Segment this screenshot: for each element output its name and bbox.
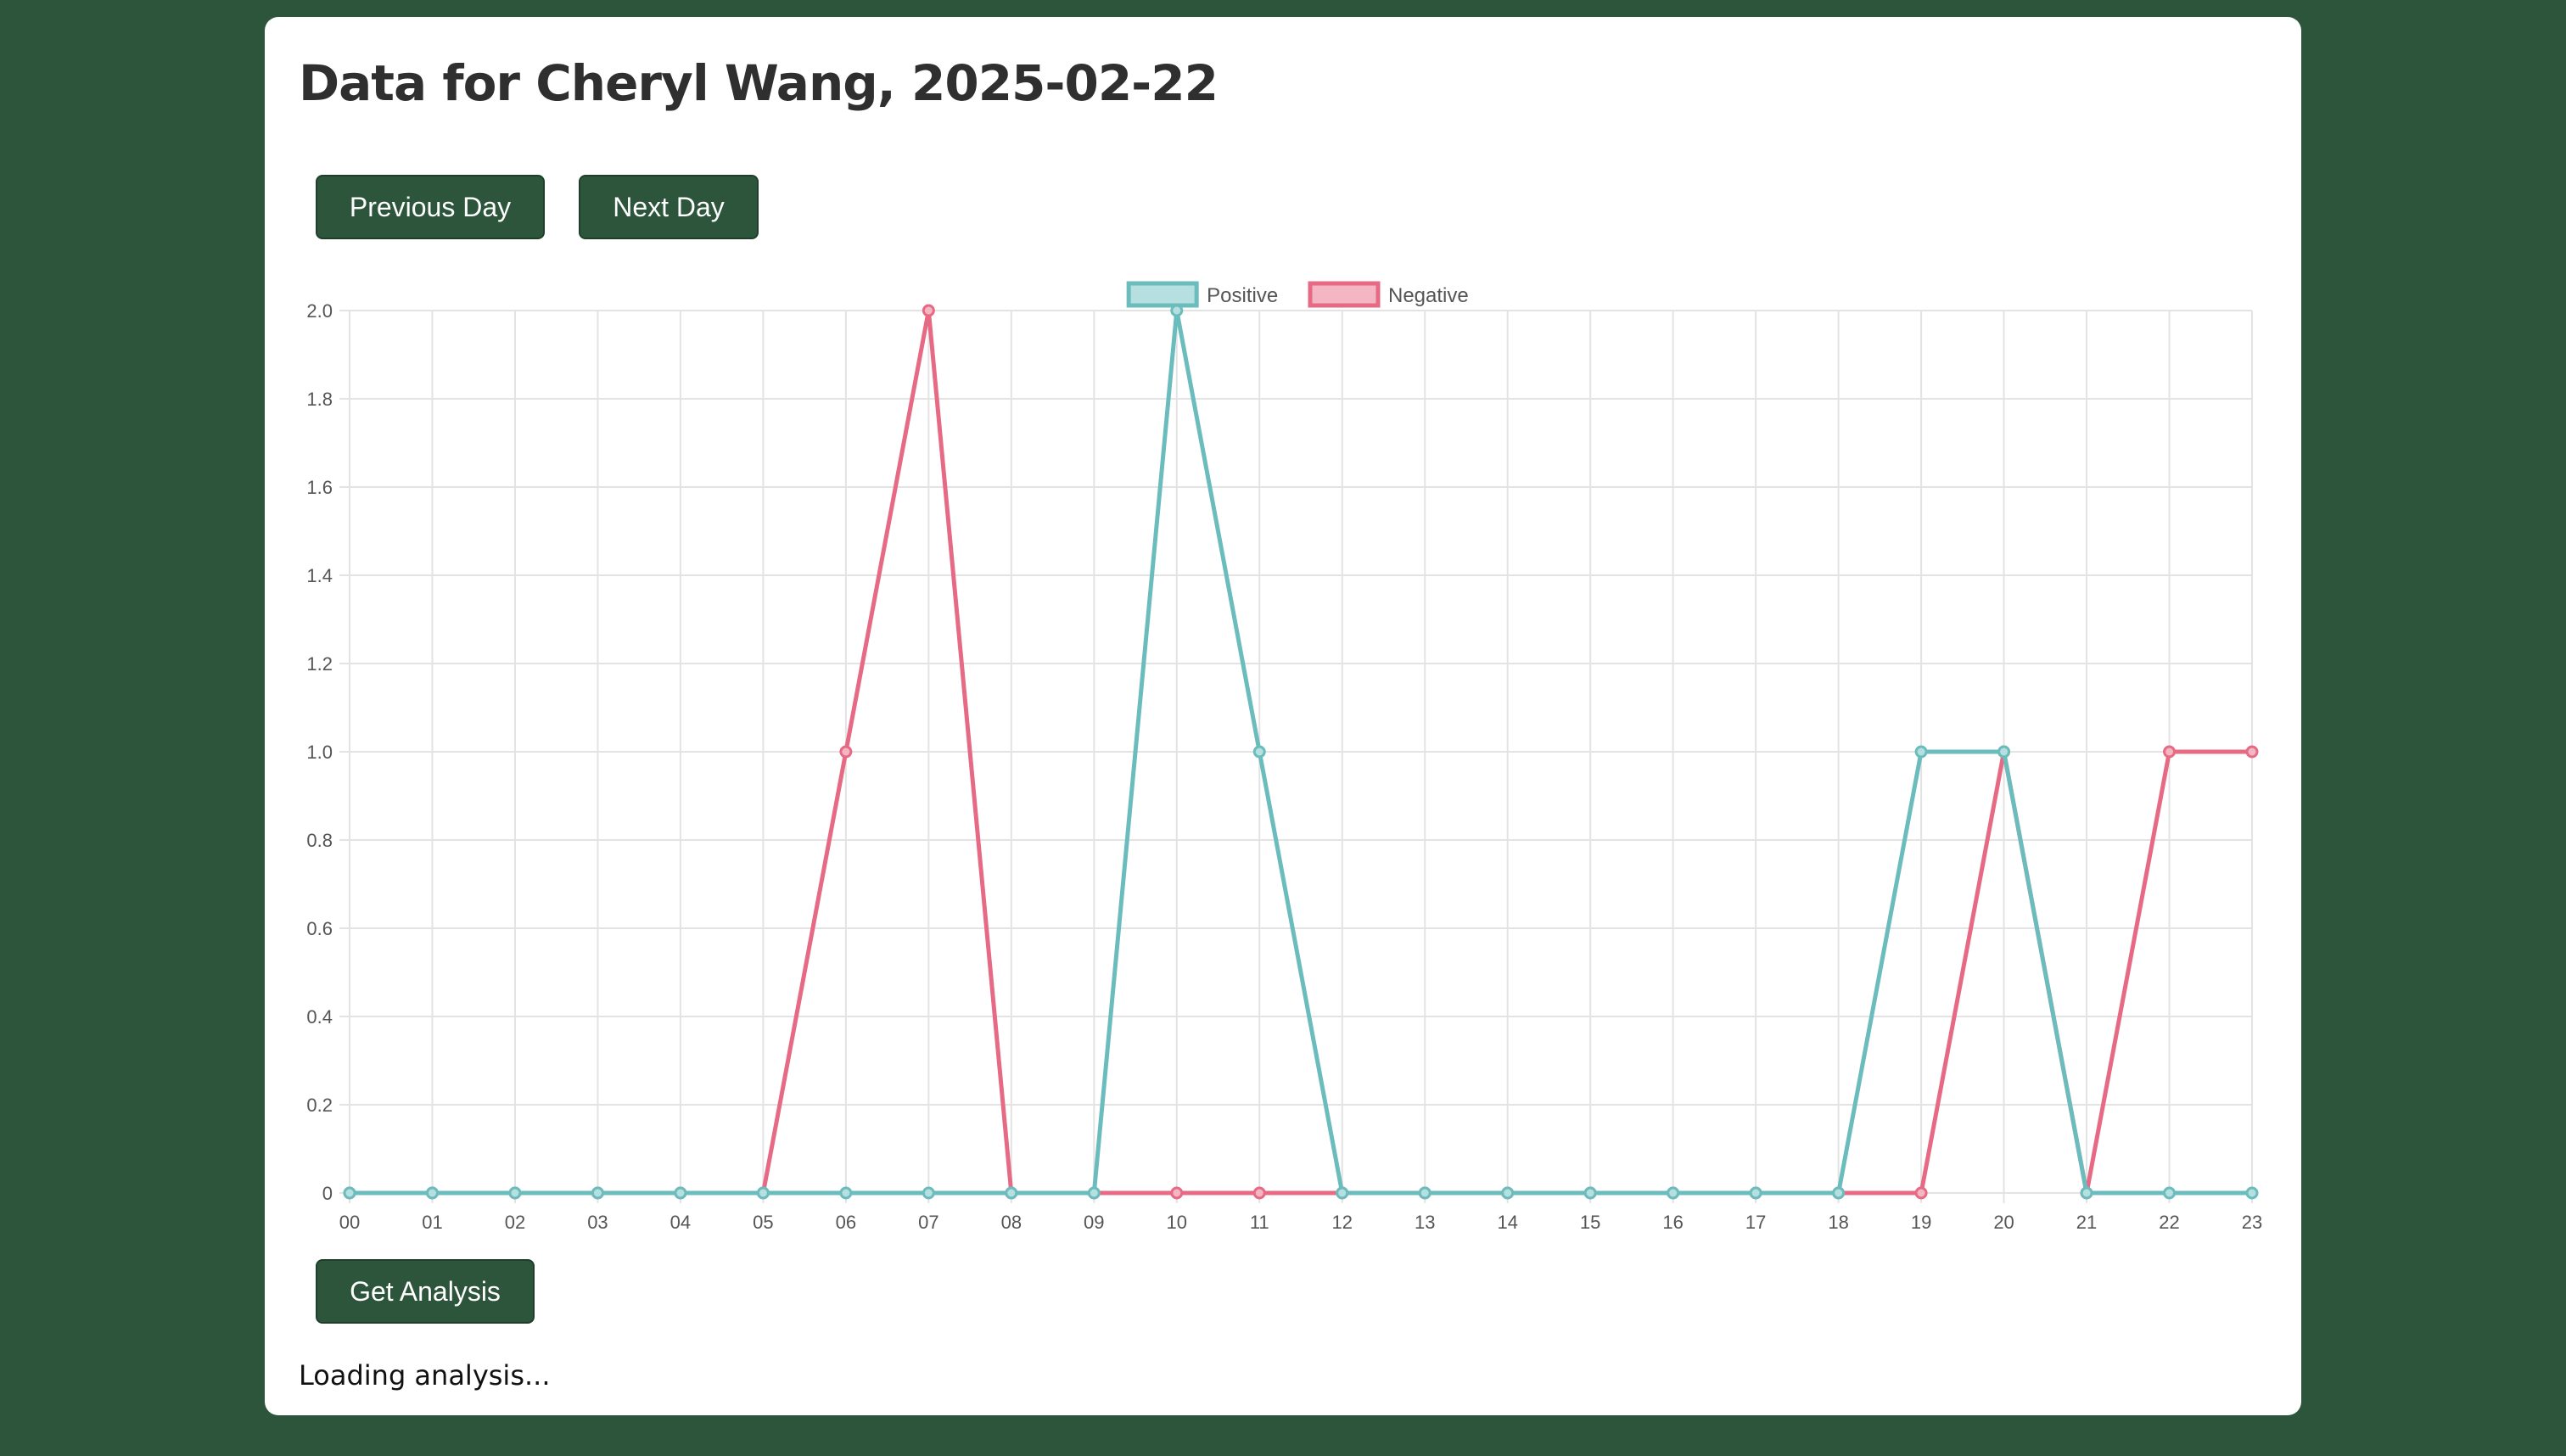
data-point-positive[interactable] (2080, 1186, 2093, 1200)
x-tick-label: 01 (422, 1212, 442, 1233)
data-point-positive[interactable] (591, 1186, 604, 1200)
data-point-positive[interactable] (425, 1186, 439, 1200)
x-tick-label: 06 (836, 1212, 856, 1233)
data-point-positive[interactable] (1997, 745, 2011, 759)
y-tick-label: 0.4 (306, 1006, 333, 1028)
chart-legend[interactable]: Positive Negative (1126, 281, 1469, 308)
x-tick-label: 19 (1911, 1212, 1931, 1233)
data-point-negative[interactable] (2245, 745, 2259, 759)
data-point-positive[interactable] (1501, 1186, 1515, 1200)
x-tick-label: 08 (1001, 1212, 1022, 1233)
x-tick-label: 17 (1745, 1212, 1766, 1233)
x-axis-ticks: 00 01 02 03 04 05 06 07 08 09 10 11 12 13 14 15 16 17 18 19… (339, 1212, 2262, 1233)
x-tick-label: 02 (505, 1212, 525, 1233)
line-chart: Positive Negative 0 0.2 0.4 0.6 0.8 1.0 1.2 1.4 1… (306, 281, 2262, 1233)
x-tick-label: 05 (753, 1212, 773, 1233)
data-point-positive[interactable] (1336, 1186, 1349, 1200)
legend-swatch-negative[interactable] (1308, 281, 1381, 308)
data-point-positive[interactable] (2163, 1186, 2177, 1200)
x-tick-label: 13 (1415, 1212, 1435, 1233)
analysis-status: Loading analysis... (299, 1359, 551, 1392)
data-point-negative[interactable] (922, 304, 935, 317)
x-tick-label: 20 (1993, 1212, 2014, 1233)
data-point-negative[interactable] (1252, 1186, 1266, 1200)
x-tick-label: 21 (2076, 1212, 2097, 1233)
data-point-positive[interactable] (1005, 1186, 1018, 1200)
data-point-positive[interactable] (1418, 1186, 1431, 1200)
series-line-positive (350, 310, 2252, 1196)
data-point-positive[interactable] (1914, 745, 1928, 759)
legend-label-negative[interactable]: Negative (1388, 284, 1469, 307)
data-point-negative[interactable] (1914, 1186, 1928, 1200)
y-tick-label: 1.0 (306, 742, 333, 763)
data-point-negative[interactable] (1170, 1186, 1184, 1200)
y-axis-ticks: 0 0.2 0.4 0.6 0.8 1.0 1.2 1.4 1.6 1.8 2.0 (306, 300, 333, 1204)
data-point-positive[interactable] (2245, 1186, 2259, 1200)
y-tick-label: 0.6 (306, 918, 333, 939)
y-tick-label: 0 (322, 1183, 333, 1204)
data-point-positive[interactable] (1170, 304, 1184, 317)
y-tick-label: 0.2 (306, 1095, 333, 1116)
x-tick-label: 12 (1331, 1212, 1352, 1233)
x-tick-label: 22 (2159, 1212, 2179, 1233)
y-tick-label: 1.8 (306, 389, 333, 410)
legend-swatch-positive[interactable] (1126, 281, 1199, 308)
x-tick-label: 10 (1167, 1212, 1187, 1233)
data-point-positive[interactable] (922, 1186, 935, 1200)
data-point-positive[interactable] (1252, 745, 1266, 759)
data-point-positive[interactable] (1667, 1186, 1680, 1200)
data-point-negative[interactable] (839, 745, 853, 759)
x-tick-label: 09 (1084, 1212, 1104, 1233)
y-tick-label: 1.2 (306, 653, 333, 675)
main-card: Data for Cheryl Wang, 2025-02-22 Previou… (265, 17, 2301, 1415)
y-tick-label: 1.4 (306, 565, 333, 586)
x-tick-label: 11 (1250, 1212, 1269, 1233)
data-point-positive[interactable] (674, 1186, 687, 1200)
x-tick-label: 04 (670, 1212, 691, 1233)
data-point-positive[interactable] (343, 1186, 356, 1200)
data-point-positive[interactable] (1749, 1186, 1762, 1200)
x-tick-label: 14 (1497, 1212, 1517, 1233)
y-tick-label: 2.0 (306, 300, 333, 322)
data-point-positive[interactable] (1087, 1186, 1101, 1200)
x-tick-label: 03 (587, 1212, 608, 1233)
data-point-positive[interactable] (1832, 1186, 1846, 1200)
x-tick-label: 15 (1580, 1212, 1600, 1233)
data-point-positive[interactable] (508, 1186, 522, 1200)
page-title: Data for Cheryl Wang, 2025-02-22 (299, 54, 1219, 112)
y-tick-label: 1.6 (306, 477, 333, 498)
next-day-button[interactable]: Next Day (579, 175, 759, 239)
data-point-positive[interactable] (839, 1186, 853, 1200)
data-point-positive[interactable] (1583, 1186, 1597, 1200)
chart-grid (339, 310, 2253, 1203)
x-tick-label: 23 (2242, 1212, 2262, 1233)
x-tick-label: 16 (1662, 1212, 1683, 1233)
x-tick-label: 07 (918, 1212, 938, 1233)
data-point-negative[interactable] (2163, 745, 2177, 759)
data-point-positive[interactable] (756, 1186, 770, 1200)
chart-series (343, 304, 2259, 1200)
get-analysis-button[interactable]: Get Analysis (316, 1259, 535, 1324)
legend-label-positive[interactable]: Positive (1207, 284, 1278, 307)
x-tick-label: 18 (1828, 1212, 1848, 1233)
y-tick-label: 0.8 (306, 830, 333, 851)
previous-day-button[interactable]: Previous Day (316, 175, 545, 239)
x-tick-label: 00 (339, 1212, 360, 1233)
